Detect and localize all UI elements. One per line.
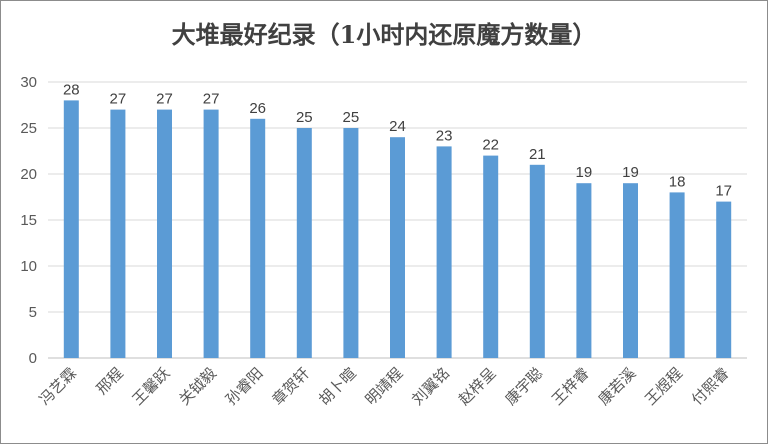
data-label: 21 [529,146,546,163]
bar [716,201,732,358]
bar [250,118,266,358]
category-label: 付熙睿 [688,364,733,409]
category-label: 胡卜暄 [315,364,360,409]
data-label: 27 [156,91,173,108]
data-label: 24 [389,118,406,135]
chart-title: 大堆最好纪录（1小时内还原魔方数量） [171,20,597,49]
data-label: 26 [249,100,266,117]
data-label: 17 [715,183,732,200]
y-tick-label: 10 [20,258,37,275]
data-label: 18 [669,173,686,190]
data-label: 27 [203,91,220,108]
data-label: 19 [576,164,593,181]
category-label: 邢程 [93,364,127,398]
category-label: 刘翼铭 [408,364,453,409]
y-axis-ticks: 0 5 10 15 20 25 30 [20,74,37,367]
category-label: 康宇聪 [502,364,547,409]
bar [669,192,685,358]
bar [390,137,405,358]
category-label: 关钺毅 [175,364,220,409]
category-label: 康若溪 [595,364,640,409]
category-label: 王梓睿 [548,364,593,409]
bar [203,109,219,358]
y-tick-label: 30 [20,74,37,91]
category-label: 王煜程 [641,364,686,409]
category-label: 章贺轩 [269,364,314,409]
data-label: 22 [482,137,499,154]
y-tick-label: 0 [29,350,37,367]
bar [63,100,79,359]
category-label: 赵梓呈 [455,364,500,409]
bar [623,183,638,358]
data-label: 28 [63,81,80,98]
data-label: 27 [110,91,127,108]
x-axis-categories: 冯艺霖 邢程 王馨跃 关钺毅 孙睿阳 章贺轩 胡卜暄 明靖程 刘翼铭 赵梓呈 康宇聪 王梓睿 康若溪 王煜… [36,364,733,409]
bar [483,155,499,358]
y-tick-label: 15 [20,212,37,229]
bar [343,128,359,358]
bar [110,109,126,358]
category-label: 冯艺霖 [36,364,81,409]
data-label: 23 [436,127,453,144]
category-label: 孙睿阳 [222,364,267,409]
bar [157,109,172,358]
data-label: 19 [622,164,639,181]
bars [63,100,732,359]
bar [436,146,452,358]
bar [296,128,312,358]
data-label: 25 [296,109,313,126]
data-labels: 28 27 27 27 26 25 25 24 23 22 21 19 19 18 17 [63,81,732,199]
y-tick-label: 20 [20,166,37,183]
y-tick-label: 25 [20,120,37,137]
data-label: 25 [343,109,360,126]
category-label: 明靖程 [362,364,407,409]
bar [576,183,592,358]
y-tick-label: 5 [29,304,37,321]
bar [529,164,545,358]
category-label: 王馨跃 [129,364,174,409]
